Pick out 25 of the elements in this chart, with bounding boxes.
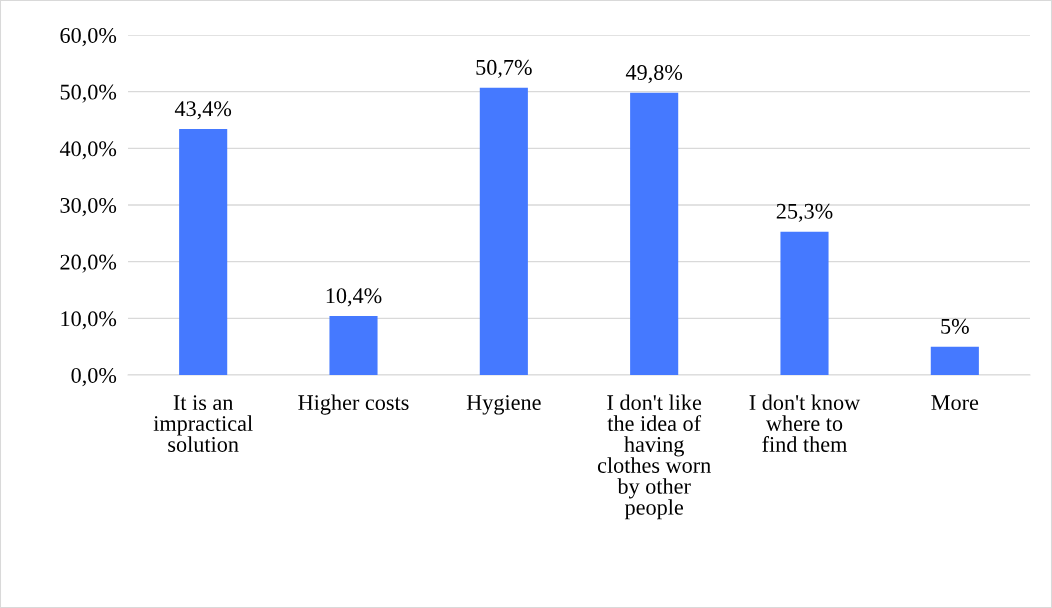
bar [179,129,228,375]
data-label: 50,7% [476,59,532,79]
data-label: 49,8% [625,64,683,84]
data-label: 10,4% [326,288,382,307]
y-tick-label: 30,0% [60,197,117,217]
x-tick-label: More [931,395,979,411]
y-tick-label: 10,0% [61,311,117,330]
data-label: 5% [941,318,969,334]
x-tick-label: I don't know where to find them [749,394,861,452]
bar [780,231,829,375]
bar [930,346,979,375]
bar [329,316,378,375]
x-tick-label: I don't like the idea of having clothes worn by other people [597,394,711,520]
x-tick-label: Higher costs [298,394,409,415]
bar [479,87,528,375]
y-tick-label: 60,0% [60,27,117,47]
x-tick-label: It is an impractical solution [153,395,253,452]
y-tick-label: 40,0% [59,141,117,160]
y-tick-label: 20,0% [60,254,117,273]
y-tick-label: 0,0% [71,367,117,387]
data-label: 25,3% [776,203,833,222]
data-label: 43,4% [174,101,232,120]
y-tick-label: 50,0% [60,84,117,103]
bar [630,92,679,375]
x-tick-label: Hygiene [466,395,541,415]
